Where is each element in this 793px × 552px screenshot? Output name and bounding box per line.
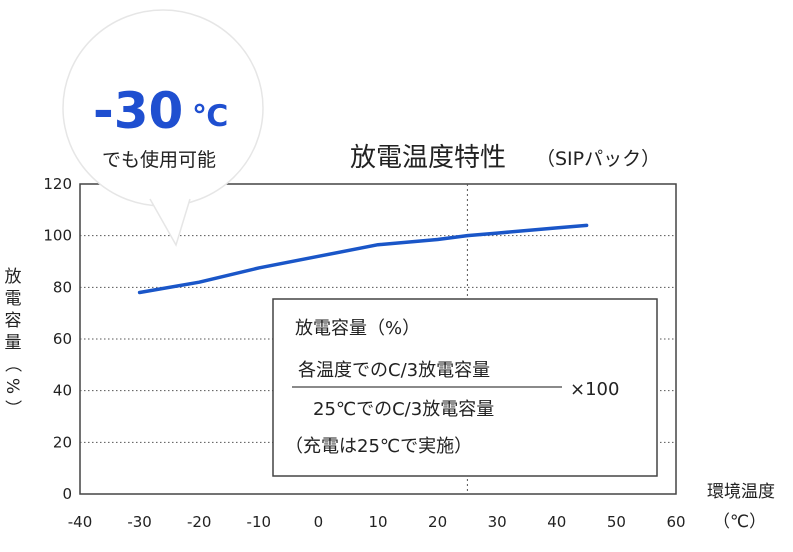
y-tick-label-0: 0: [62, 485, 72, 503]
y-axis-label-char-1: 電: [5, 289, 22, 309]
y-tick-label-5: 100: [43, 227, 72, 245]
chart-subtitle: （SIPパック）: [536, 148, 660, 170]
series-line-0: [137, 223, 589, 295]
x-tick-label-1: -30: [127, 513, 152, 531]
y-tick-label-2: 40: [53, 382, 72, 400]
x-tick-label-9: 50: [607, 513, 626, 531]
y-axis-label-char-3: 量: [5, 333, 22, 353]
formula-box: 放電容量（%） 各温度でのC/3放電容量 25℃でのC/3放電容量 ×100 （…: [272, 298, 658, 477]
x-tick-label-10: 60: [666, 513, 685, 531]
series-group: [137, 223, 589, 295]
y-axis-label-char-4: （: [2, 356, 22, 373]
formula-title: 放電容量（%）: [295, 318, 420, 339]
y-axis-label: 放電容量 （% ）: [2, 267, 22, 417]
formula-numerator: 各温度でのC/3放電容量: [298, 360, 490, 381]
x-tick-label-2: -20: [187, 513, 212, 531]
y-axis-label-char-0: 放: [5, 267, 22, 287]
y-axis-label-char-2: 容: [5, 311, 22, 331]
formula-denominator: 25℃でのC/3放電容量: [313, 399, 494, 420]
callout-temp-unit: ℃: [192, 99, 228, 134]
x-tick-label-0: -40: [68, 513, 93, 531]
x-tick-label-7: 30: [488, 513, 507, 531]
x-tick-label-6: 20: [428, 513, 447, 531]
chart-title: 放電温度特性: [350, 143, 506, 173]
x-axis-unit: （℃）: [713, 512, 766, 532]
callout-caption: でも使用可能: [102, 149, 216, 171]
bubble-tail-outline: [149, 198, 191, 247]
x-axis-label: 環境温度: [707, 482, 775, 502]
x-tick-labels: -40 -30 -20 -10 0 10 20 30 40 50 60: [68, 513, 686, 531]
y-axis-label-char-6: ）: [2, 400, 22, 417]
y-tick-labels: 0 20 40 60 80 100 120: [43, 175, 72, 503]
y-tick-label-1: 20: [53, 433, 72, 451]
y-tick-label-3: 60: [53, 330, 72, 348]
y-axis-label-char-5: %: [2, 378, 22, 394]
x-tick-label-5: 10: [368, 513, 387, 531]
y-tick-label-4: 80: [53, 278, 72, 296]
x-tick-label-8: 40: [547, 513, 566, 531]
x-tick-label-3: -10: [247, 513, 272, 531]
bubble-tail: [150, 198, 190, 245]
x-tick-label-4: 0: [314, 513, 324, 531]
callout-bubble: -30 ℃ でも使用可能: [62, 9, 264, 247]
formula-multiplier: ×100: [570, 379, 619, 400]
formula-note: （充電は25℃で実施）: [285, 436, 472, 457]
y-tick-label-6: 120: [43, 175, 72, 193]
callout-temp-value: -30: [93, 82, 183, 140]
